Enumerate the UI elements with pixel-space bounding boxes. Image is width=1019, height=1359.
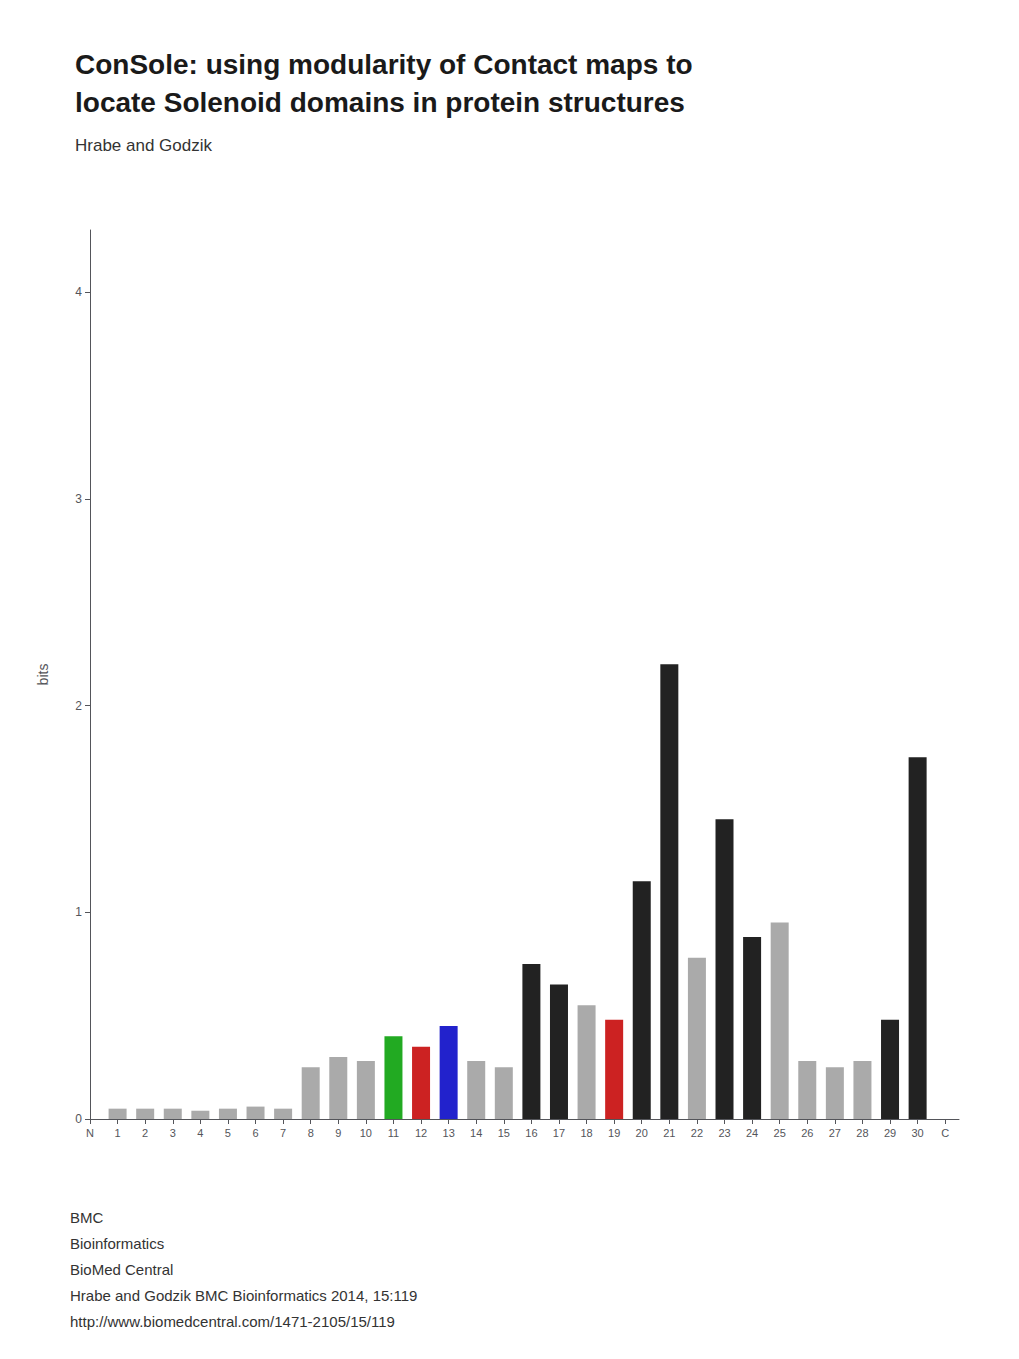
svg-text:11: 11 [388, 1127, 399, 1139]
svg-text:17: 17 [553, 1127, 565, 1139]
svg-text:BMC: BMC [70, 1209, 104, 1226]
svg-text:29: 29 [884, 1127, 896, 1139]
svg-text:19: 19 [608, 1127, 620, 1139]
svg-text:4: 4 [75, 285, 82, 299]
svg-text:2: 2 [142, 1127, 148, 1139]
svg-text:2: 2 [75, 699, 82, 713]
svg-text:16: 16 [525, 1127, 537, 1139]
svg-text:9: 9 [335, 1127, 341, 1139]
svg-text:C: C [941, 1127, 949, 1139]
svg-text:12: 12 [415, 1127, 427, 1139]
svg-text:Hrabe and Godzik: Hrabe and Godzik [75, 136, 213, 155]
svg-text:5: 5 [225, 1127, 231, 1139]
svg-text:24: 24 [746, 1127, 758, 1139]
svg-text:1: 1 [75, 905, 82, 919]
svg-text:3: 3 [75, 492, 82, 506]
svg-text:1: 1 [115, 1127, 121, 1139]
svg-text:6: 6 [252, 1127, 258, 1139]
svg-text:ConSole: using modularity of C: ConSole: using modularity of Contact map… [75, 49, 693, 80]
svg-text:27: 27 [829, 1127, 841, 1139]
svg-text:15: 15 [498, 1127, 510, 1139]
svg-text:3: 3 [170, 1127, 176, 1139]
svg-text:10: 10 [360, 1127, 372, 1139]
svg-text:7: 7 [280, 1127, 286, 1139]
svg-text:locate Solenoid domains in pro: locate Solenoid domains in protein struc… [75, 87, 685, 118]
svg-text:20: 20 [636, 1127, 648, 1139]
svg-text:http://www.biomedcentral.com/1: http://www.biomedcentral.com/1471-2105/1… [70, 1313, 395, 1330]
svg-text:21: 21 [663, 1127, 675, 1139]
svg-text:bits: bits [35, 664, 51, 686]
svg-text:BioMed Central: BioMed Central [70, 1261, 173, 1278]
svg-text:30: 30 [911, 1127, 923, 1139]
svg-text:28: 28 [856, 1127, 868, 1139]
svg-text:22: 22 [691, 1127, 703, 1139]
svg-text:23: 23 [718, 1127, 730, 1139]
svg-text:14: 14 [470, 1127, 482, 1139]
svg-text:0: 0 [75, 1112, 82, 1126]
svg-text:Bioinformatics: Bioinformatics [70, 1235, 164, 1252]
svg-text:18: 18 [580, 1127, 592, 1139]
svg-text:25: 25 [774, 1127, 786, 1139]
svg-text:Hrabe and Godzik BMC Bioinform: Hrabe and Godzik BMC Bioinformatics 2014… [70, 1287, 417, 1304]
svg-text:4: 4 [197, 1127, 203, 1139]
svg-text:N: N [86, 1127, 94, 1139]
svg-text:8: 8 [308, 1127, 314, 1139]
svg-text:26: 26 [801, 1127, 813, 1139]
svg-text:13: 13 [443, 1127, 455, 1139]
